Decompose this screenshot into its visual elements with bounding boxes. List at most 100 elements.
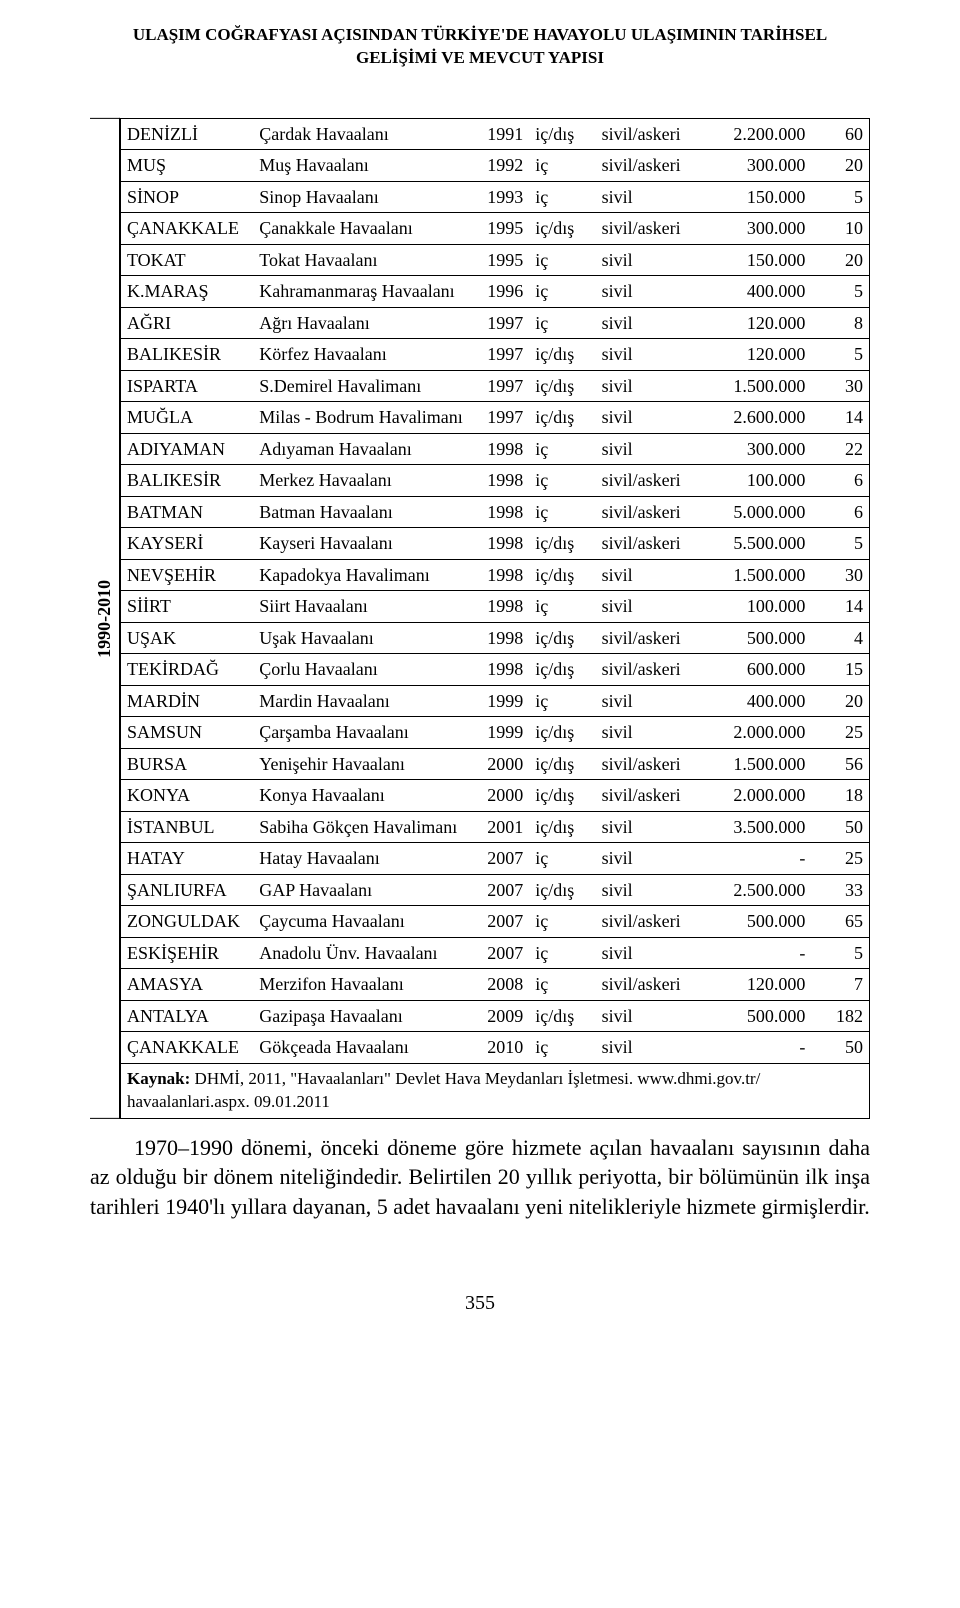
table-cell: 30: [811, 370, 869, 402]
table-cell: Siirt Havaalanı: [253, 591, 469, 623]
table-cell: iç: [529, 433, 595, 465]
table-cell: Adıyaman Havaalanı: [253, 433, 469, 465]
table-cell: Çanakkale Havaalanı: [253, 213, 469, 245]
table-cell: sivil/askeri: [596, 969, 704, 1001]
table-cell: sivil/askeri: [596, 528, 704, 560]
table-cell: 2001: [469, 811, 529, 843]
table-cell: iç: [529, 244, 595, 276]
source-note: Kaynak: DHMİ, 2011, "Havaalanları" Devle…: [120, 1064, 870, 1119]
table-cell: 182: [811, 1000, 869, 1032]
table-cell: 5.000.000: [703, 496, 811, 528]
table-cell: Merkez Havaalanı: [253, 465, 469, 497]
table-row: TOKATTokat Havaalanı1995içsivil150.00020: [121, 244, 870, 276]
table-cell: 1.500.000: [703, 748, 811, 780]
table-row: ESKİŞEHİRAnadolu Ünv. Havaalanı2007içsiv…: [121, 937, 870, 969]
table-cell: Batman Havaalanı: [253, 496, 469, 528]
table-cell: 2008: [469, 969, 529, 1001]
table-row: SİİRTSiirt Havaalanı1998içsivil100.00014: [121, 591, 870, 623]
table-cell: HATAY: [121, 843, 254, 875]
table-cell: 1.500.000: [703, 559, 811, 591]
table-cell: sivil/askeri: [596, 150, 704, 182]
table-cell: -: [703, 843, 811, 875]
table-cell: iç: [529, 307, 595, 339]
table-cell: iç/dış: [529, 1000, 595, 1032]
table-cell: iç: [529, 937, 595, 969]
table-cell: MUĞLA: [121, 402, 254, 434]
table-cell: sivil/askeri: [596, 213, 704, 245]
table-row: HATAYHatay Havaalanı2007içsivil-25: [121, 843, 870, 875]
table-cell: Hatay Havaalanı: [253, 843, 469, 875]
table-cell: sivil: [596, 937, 704, 969]
table-cell: Konya Havaalanı: [253, 780, 469, 812]
table-cell: iç: [529, 969, 595, 1001]
table-cell: iç/dış: [529, 118, 595, 150]
table-row: BALIKESİRKörfez Havaalanı1997iç/dışsivil…: [121, 339, 870, 371]
table-cell: iç: [529, 496, 595, 528]
table-cell: sivil/askeri: [596, 118, 704, 150]
table-cell: 150.000: [703, 244, 811, 276]
table-cell: SAMSUN: [121, 717, 254, 749]
table-cell: 25: [811, 717, 869, 749]
table-cell: 1998: [469, 654, 529, 686]
table-cell: iç: [529, 685, 595, 717]
table-cell: 33: [811, 874, 869, 906]
table-cell: sivil: [596, 591, 704, 623]
table-cell: 1999: [469, 685, 529, 717]
table-cell: 2.500.000: [703, 874, 811, 906]
table-cell: iç/dış: [529, 370, 595, 402]
table-cell: iç: [529, 150, 595, 182]
table-cell: 1992: [469, 150, 529, 182]
table-cell: Tokat Havaalanı: [253, 244, 469, 276]
table-cell: 300.000: [703, 150, 811, 182]
table-cell: 2.200.000: [703, 118, 811, 150]
table-cell: sivil/askeri: [596, 496, 704, 528]
table-row: ŞANLIURFAGAP Havaalanı2007iç/dışsivil2.5…: [121, 874, 870, 906]
table-cell: 2009: [469, 1000, 529, 1032]
table-cell: Gökçeada Havaalanı: [253, 1032, 469, 1064]
table-cell: 2.600.000: [703, 402, 811, 434]
table-cell: 2.000.000: [703, 717, 811, 749]
table-cell: iç/dış: [529, 559, 595, 591]
table-row: BURSAYenişehir Havaalanı2000iç/dışsivil/…: [121, 748, 870, 780]
table-cell: 50: [811, 1032, 869, 1064]
table-cell: 120.000: [703, 307, 811, 339]
table-cell: Anadolu Ünv. Havaalanı: [253, 937, 469, 969]
airport-table: DENİZLİÇardak Havaalanı1991iç/dışsivil/a…: [120, 118, 870, 1064]
table-row: MARDİNMardin Havaalanı1999içsivil400.000…: [121, 685, 870, 717]
table-cell: 1991: [469, 118, 529, 150]
table-cell: Körfez Havaalanı: [253, 339, 469, 371]
table-cell: 1998: [469, 433, 529, 465]
table-row: SİNOPSinop Havaalanı1993içsivil150.0005: [121, 181, 870, 213]
table-cell: 8: [811, 307, 869, 339]
table-cell: iç: [529, 181, 595, 213]
table-cell: sivil: [596, 244, 704, 276]
table-cell: Mardin Havaalanı: [253, 685, 469, 717]
table-cell: iç/dış: [529, 528, 595, 560]
table-cell: 7: [811, 969, 869, 1001]
table-cell: 5.500.000: [703, 528, 811, 560]
table-cell: Sabiha Gökçen Havalimanı: [253, 811, 469, 843]
paragraph-text: 1970–1990 dönemi, önceki döneme göre hiz…: [90, 1135, 870, 1219]
table-cell: 1997: [469, 307, 529, 339]
table-cell: 2007: [469, 843, 529, 875]
table-cell: 1998: [469, 496, 529, 528]
table-cell: Çaycuma Havaalanı: [253, 906, 469, 938]
table-cell: GAP Havaalanı: [253, 874, 469, 906]
table-cell: 5: [811, 181, 869, 213]
table-cell: ADIYAMAN: [121, 433, 254, 465]
table-cell: 400.000: [703, 685, 811, 717]
source-label: Kaynak:: [127, 1069, 190, 1088]
table-row: ISPARTAS.Demirel Havalimanı1997iç/dışsiv…: [121, 370, 870, 402]
table-cell: 2010: [469, 1032, 529, 1064]
table-cell: 5: [811, 339, 869, 371]
table-cell: 2007: [469, 937, 529, 969]
table-row: ÇANAKKALEÇanakkale Havaalanı1995iç/dışsi…: [121, 213, 870, 245]
table-cell: Uşak Havaalanı: [253, 622, 469, 654]
table-cell: 56: [811, 748, 869, 780]
table-cell: Ağrı Havaalanı: [253, 307, 469, 339]
table-cell: NEVŞEHİR: [121, 559, 254, 591]
table-cell: iç/dış: [529, 748, 595, 780]
page-header: ULAŞIM COĞRAFYASI AÇISINDAN TÜRKİYE'DE H…: [90, 24, 870, 70]
table-cell: KAYSERİ: [121, 528, 254, 560]
table-cell: 400.000: [703, 276, 811, 308]
